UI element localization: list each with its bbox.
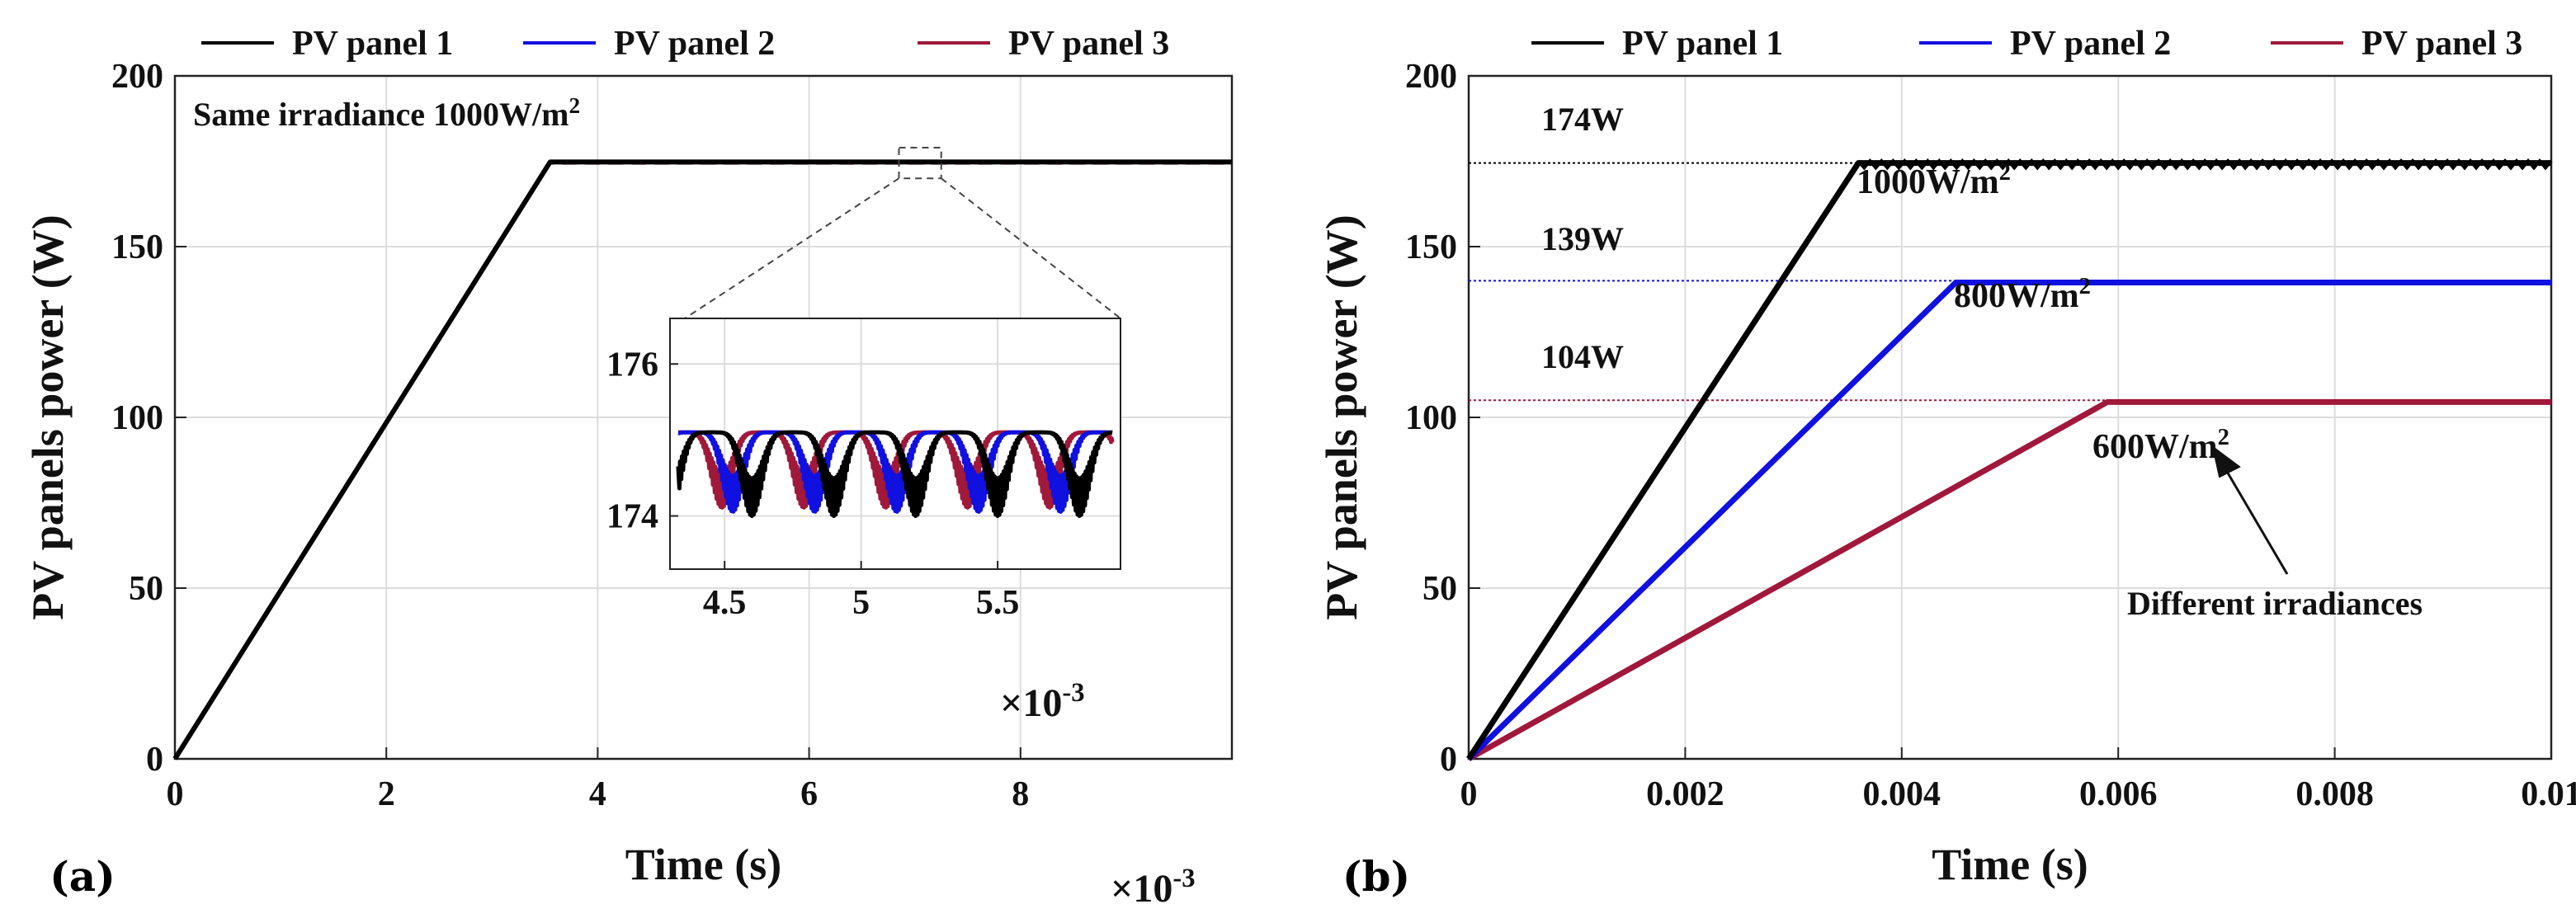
zoom-box xyxy=(898,146,942,180)
inset-series-2 xyxy=(677,430,1114,514)
inset-x-tick-label: 4.5 xyxy=(703,584,747,622)
x-tick-label: 0 xyxy=(167,775,184,813)
inset-x-exponent-base: ×10 xyxy=(1000,681,1062,725)
legend-label: PV panel 2 xyxy=(614,25,775,63)
x-tick-label: 0.008 xyxy=(2295,775,2374,813)
annotation-arrowhead xyxy=(2211,445,2241,478)
irradiance-label-base: 800W/m xyxy=(1954,277,2079,315)
inset-axes: 4.5 5 5.5 174 176 ×10-3 xyxy=(606,318,1121,725)
chart-a: 0 2 4 6 8 0 50 100 150 200 Time (s) PV panels power… xyxy=(23,25,1234,911)
legend-label: PV panel 3 xyxy=(2361,25,2522,63)
annotation-arrow-shaft xyxy=(2225,469,2289,575)
irradiance-annotation-sup: 2 xyxy=(569,93,581,118)
y-tick-label: 150 xyxy=(111,228,163,266)
y-tick-label: 50 xyxy=(1422,570,1457,608)
legend-label: PV panel 2 xyxy=(2010,25,2171,63)
y-tick-label: 0 xyxy=(1440,741,1457,779)
panel-label: (a) xyxy=(50,852,116,901)
irradiance-label-sup: 2 xyxy=(1999,160,2011,186)
series-line-3 xyxy=(1467,398,2551,762)
x-exponent: ×10-3 xyxy=(1111,864,1196,911)
y-tick-label: 50 xyxy=(129,570,163,608)
irradiance-annotation-base: Same irradiance 1000W/m xyxy=(193,96,569,133)
inset-x-exponent: ×10-3 xyxy=(1000,678,1085,725)
x-exponent-base: ×10 xyxy=(1111,867,1172,911)
x-tick-label: 8 xyxy=(1012,775,1029,813)
x-exponent-sup: -3 xyxy=(1172,864,1195,893)
irradiance-label: 800W/m2 xyxy=(1954,274,2091,315)
y-tick-label: 0 xyxy=(146,741,163,779)
irradiance-annotation: Same irradiance 1000W/m2 xyxy=(193,93,580,133)
irradiance-label-base: 1000W/m xyxy=(1857,163,1999,201)
zoom-connector-left xyxy=(684,177,900,319)
panel-label: (b) xyxy=(1342,852,1410,901)
x-tick-label: 0.006 xyxy=(2079,775,2158,813)
legend-label: PV panel 3 xyxy=(1008,25,1169,63)
inset-series-1 xyxy=(676,430,1114,519)
arrow-annotation: Different irradiances xyxy=(2127,585,2423,622)
chart-b: 0 0.002 0.004 0.006 0.008 0.01 0 50 100 150 200 Tim… xyxy=(1317,25,2576,901)
x-tick-label: 6 xyxy=(800,775,818,813)
irradiance-label-base: 600W/m xyxy=(2092,428,2218,466)
legend-label: PV panel 1 xyxy=(1622,25,1783,63)
x-tick-label: 4 xyxy=(589,775,606,813)
y-axis-label: PV panels power (W) xyxy=(1317,214,1366,620)
x-axis-label: Time (s) xyxy=(1932,840,2088,889)
power-label: 104W xyxy=(1541,338,1624,375)
series-ripple-1 xyxy=(1857,158,2553,171)
irradiance-label: 600W/m2 xyxy=(2092,425,2229,466)
inset-x-tick-label: 5 xyxy=(852,584,870,622)
inset-y-tick-label: 174 xyxy=(606,498,658,536)
x-tick-label: 0 xyxy=(1460,775,1478,813)
y-tick-label: 100 xyxy=(111,399,163,437)
inset-frame xyxy=(669,318,1121,570)
inset-x-tick-label: 5.5 xyxy=(976,584,1020,622)
power-label: 139W xyxy=(1541,220,1624,257)
y-tick-label: 150 xyxy=(1405,228,1457,266)
inset-x-exponent-sup: -3 xyxy=(1062,678,1084,708)
x-tick-label: 0.01 xyxy=(2521,775,2576,813)
x-axis-label: Time (s) xyxy=(625,840,781,889)
y-tick-label: 200 xyxy=(1405,58,1457,96)
zoom-connector-right xyxy=(941,177,1121,319)
inset-y-tick-label: 176 xyxy=(606,346,658,384)
x-tick-label: 0.004 xyxy=(1863,775,1941,813)
x-tick-label: 2 xyxy=(378,775,395,813)
axes-frame xyxy=(173,74,1234,761)
irradiance-label-sup: 2 xyxy=(2079,274,2091,299)
legend-label: PV panel 1 xyxy=(292,25,453,63)
y-axis-label: PV panels power (W) xyxy=(23,214,73,620)
series-line-1 xyxy=(172,159,1232,761)
series-line-2 xyxy=(1466,279,2551,761)
power-label: 174W xyxy=(1541,101,1624,138)
irradiance-label-sup: 2 xyxy=(2218,425,2229,450)
y-tick-label: 200 xyxy=(111,58,163,96)
axes-frame xyxy=(1467,74,2553,761)
x-tick-label: 0.002 xyxy=(1646,775,1724,813)
irradiance-label: 1000W/m2 xyxy=(1857,160,2011,201)
y-tick-label: 100 xyxy=(1405,399,1457,437)
